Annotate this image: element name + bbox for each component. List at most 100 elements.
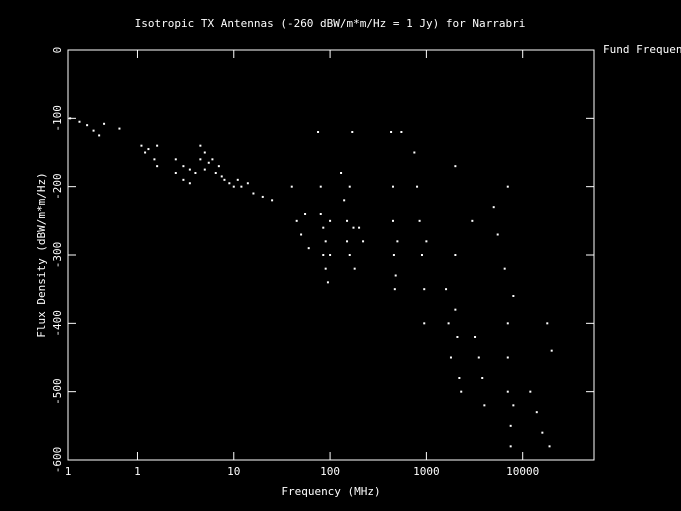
- point: [423, 322, 426, 325]
- point: [304, 213, 307, 215]
- point: [92, 129, 95, 132]
- point: [393, 288, 396, 291]
- point: [261, 195, 264, 198]
- point: [188, 168, 191, 171]
- y-tick-label: 0: [51, 47, 64, 54]
- point: [391, 185, 394, 188]
- point: [396, 240, 399, 243]
- point: [340, 172, 343, 174]
- x-axis-label: Frequency (MHz): [281, 485, 380, 498]
- point: [535, 411, 538, 414]
- point: [509, 445, 512, 448]
- point: [300, 233, 303, 236]
- point: [203, 151, 206, 154]
- point: [182, 165, 185, 168]
- point: [147, 148, 150, 151]
- point: [358, 226, 361, 229]
- point: [423, 288, 426, 291]
- point: [98, 134, 101, 137]
- point: [240, 185, 243, 188]
- point: [329, 254, 332, 256]
- chart-title: Isotropic TX Antennas (-260 dBW/m*m/Hz =…: [135, 17, 526, 30]
- point: [246, 182, 249, 185]
- point: [217, 165, 220, 168]
- y-tick-label: -300: [51, 242, 64, 269]
- point: [506, 322, 509, 325]
- y-tick-label: -200: [51, 173, 64, 200]
- y-tick-label: -600: [51, 447, 64, 474]
- point: [324, 240, 327, 243]
- point: [348, 254, 351, 256]
- point: [118, 127, 121, 130]
- point: [236, 178, 239, 181]
- point: [290, 185, 293, 188]
- x-tick-label: 1000: [413, 465, 440, 478]
- point: [506, 356, 509, 359]
- point: [416, 185, 419, 188]
- point: [512, 295, 515, 297]
- point: [295, 219, 298, 222]
- point: [351, 131, 354, 133]
- point: [425, 240, 428, 243]
- point: [69, 117, 72, 120]
- point: [492, 206, 495, 209]
- point: [322, 254, 325, 256]
- point: [352, 226, 355, 229]
- point: [346, 219, 349, 222]
- point: [329, 219, 332, 222]
- point: [324, 267, 327, 270]
- point: [454, 308, 457, 311]
- point: [481, 377, 484, 379]
- point: [420, 254, 423, 256]
- point: [445, 288, 448, 291]
- point: [454, 165, 457, 168]
- point: [252, 192, 255, 195]
- point: [78, 120, 81, 123]
- point: [353, 267, 356, 270]
- point: [483, 404, 486, 407]
- point: [458, 377, 461, 379]
- point: [449, 356, 452, 359]
- point: [506, 390, 509, 393]
- point: [153, 158, 156, 161]
- y-tick-label: -400: [51, 310, 64, 337]
- point: [394, 274, 397, 277]
- point: [223, 178, 226, 181]
- point: [232, 185, 235, 188]
- point: [509, 424, 512, 427]
- annotation: Fund Frequency: [603, 43, 681, 56]
- point: [211, 158, 214, 161]
- point: [503, 267, 506, 270]
- point: [86, 124, 89, 127]
- point: [174, 158, 177, 161]
- point: [418, 219, 421, 222]
- x-tick-label: 10: [227, 465, 240, 478]
- point: [454, 254, 457, 256]
- point: [228, 182, 231, 185]
- point: [550, 349, 553, 352]
- point: [319, 185, 322, 188]
- point: [103, 122, 106, 125]
- point: [529, 390, 532, 393]
- point: [140, 144, 143, 147]
- point: [456, 336, 459, 338]
- y-tick-label: -500: [51, 378, 64, 405]
- point: [326, 281, 329, 284]
- point: [214, 172, 217, 174]
- point: [392, 254, 395, 256]
- point: [322, 226, 325, 229]
- point: [307, 247, 310, 250]
- x-tick-label: 10000: [506, 465, 539, 478]
- point: [188, 182, 191, 185]
- point: [199, 144, 202, 147]
- point: [203, 168, 206, 171]
- point: [317, 131, 320, 133]
- point: [156, 144, 159, 147]
- point: [271, 199, 274, 202]
- point: [194, 172, 197, 174]
- point: [471, 219, 474, 222]
- point: [207, 161, 210, 164]
- y-tick-label: -100: [51, 105, 64, 132]
